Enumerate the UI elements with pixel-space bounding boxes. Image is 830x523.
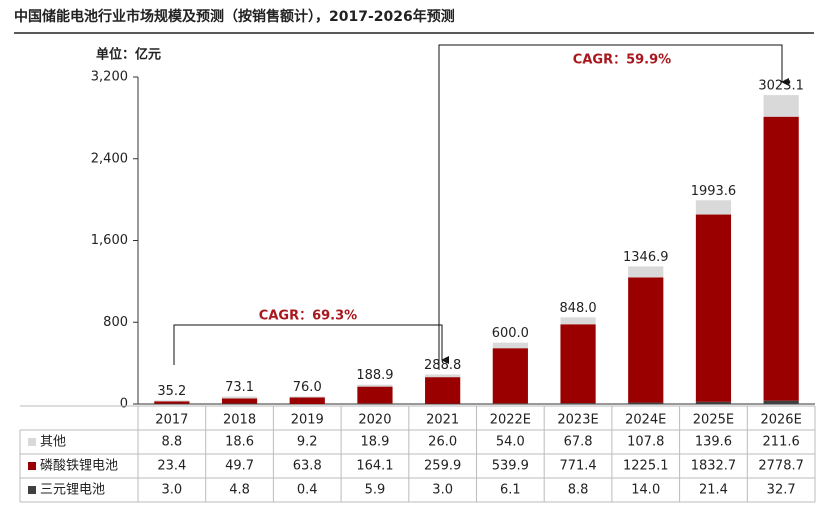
table-cell: 8.8 bbox=[162, 435, 183, 450]
bar-segment bbox=[628, 277, 664, 403]
annotation: CAGR：69.3% bbox=[259, 309, 357, 324]
table-cell: 26.0 bbox=[428, 435, 457, 450]
legend-swatch bbox=[28, 486, 36, 494]
table-cell: 8.8 bbox=[568, 483, 589, 498]
bar-segment bbox=[763, 116, 799, 401]
bar-segment bbox=[628, 266, 664, 278]
table-cell: 67.8 bbox=[564, 435, 593, 450]
cagr-arrow bbox=[438, 44, 789, 370]
total-label: 1993.6 bbox=[691, 184, 737, 199]
total-label: 1346.9 bbox=[623, 250, 669, 265]
x-tick-label: 2025E bbox=[693, 413, 734, 428]
bar-segment bbox=[763, 400, 799, 404]
table-cell: 54.0 bbox=[496, 435, 525, 450]
table-cell: 771.4 bbox=[559, 459, 596, 474]
bar-segment bbox=[154, 401, 190, 404]
annotation: CAGR：59.9% bbox=[573, 53, 671, 68]
y-tick-label: 1,600 bbox=[91, 233, 128, 248]
table-cell: 164.1 bbox=[356, 459, 393, 474]
unit-label: 单位：亿元 bbox=[96, 47, 161, 63]
table-cell: 3.0 bbox=[162, 483, 183, 498]
total-label: 188.9 bbox=[356, 368, 393, 383]
table-cell: 139.6 bbox=[695, 435, 732, 450]
table-cell: 6.1 bbox=[500, 483, 521, 498]
table-cell: 23.4 bbox=[157, 459, 186, 474]
y-tick-label: 800 bbox=[103, 315, 128, 330]
legend-label: 磷酸铁锂电池 bbox=[40, 459, 118, 474]
legend-swatch bbox=[28, 462, 36, 470]
bar-segment bbox=[289, 396, 325, 398]
table-cell: 14.0 bbox=[631, 483, 660, 498]
bar-segment bbox=[357, 384, 393, 387]
table-cell: 539.9 bbox=[492, 459, 529, 474]
table-cell: 0.4 bbox=[297, 483, 318, 498]
total-label: 35.2 bbox=[157, 384, 186, 399]
total-label: 73.1 bbox=[225, 380, 254, 395]
bar-segment bbox=[695, 200, 732, 215]
bar-segment bbox=[492, 348, 528, 404]
table-cell: 211.6 bbox=[763, 435, 800, 450]
table-cell: 21.4 bbox=[699, 483, 728, 498]
bar-segment bbox=[560, 324, 596, 404]
y-tick-label: 2,400 bbox=[91, 151, 128, 166]
x-tick-label: 2020 bbox=[358, 413, 391, 428]
total-label: 76.0 bbox=[293, 380, 322, 395]
x-tick-label: 2019 bbox=[291, 413, 324, 428]
table-cell: 32.7 bbox=[767, 483, 796, 498]
bar-segment bbox=[763, 95, 799, 117]
table-cell: 1225.1 bbox=[623, 459, 669, 474]
table-cell: 49.7 bbox=[225, 459, 254, 474]
bar-segment bbox=[695, 401, 732, 404]
bar-segment bbox=[695, 214, 732, 402]
bar-segment bbox=[357, 403, 393, 404]
x-tick-label: 2024E bbox=[625, 413, 666, 428]
bar-segment bbox=[289, 397, 325, 404]
x-tick-label: 2021 bbox=[426, 413, 459, 428]
x-tick-label: 2018 bbox=[223, 413, 256, 428]
table-cell: 107.8 bbox=[627, 435, 664, 450]
bar-segment bbox=[560, 403, 596, 404]
bar-segment bbox=[154, 400, 190, 402]
bar-segment bbox=[425, 374, 461, 378]
bar-segment bbox=[492, 342, 528, 349]
legend-swatch bbox=[28, 438, 36, 446]
y-tick-label: 0 bbox=[120, 397, 128, 412]
table-cell: 9.2 bbox=[297, 435, 318, 450]
legend-label: 其他 bbox=[40, 435, 66, 450]
table-cell: 3.0 bbox=[432, 483, 453, 498]
chart-title: 中国储能电池行业市场规模及预测（按销售额计），2017-2026年预测 bbox=[14, 8, 455, 25]
table-cell: 259.9 bbox=[424, 459, 461, 474]
table-cell: 2778.7 bbox=[758, 459, 804, 474]
bar-segment bbox=[560, 317, 596, 325]
table-cell: 5.9 bbox=[365, 483, 386, 498]
bar-segment bbox=[628, 402, 664, 404]
bar-segment bbox=[357, 386, 393, 404]
table-cell: 18.9 bbox=[360, 435, 389, 450]
total-label: 288.8 bbox=[424, 358, 461, 373]
legend-label: 三元锂电池 bbox=[40, 483, 105, 498]
bar-segment bbox=[221, 396, 258, 399]
x-tick-label: 2022E bbox=[490, 413, 531, 428]
total-label: 848.0 bbox=[559, 301, 596, 316]
table-cell: 1832.7 bbox=[691, 459, 737, 474]
cagr-arrow bbox=[173, 324, 449, 365]
y-tick-label: 3,200 bbox=[91, 70, 128, 85]
table-cell: 18.6 bbox=[225, 435, 254, 450]
x-tick-label: 2023E bbox=[557, 413, 598, 428]
bar-segment bbox=[221, 398, 258, 404]
x-tick-label: 2017 bbox=[155, 413, 188, 428]
bar-segment bbox=[492, 403, 528, 404]
total-label: 600.0 bbox=[492, 326, 529, 341]
table-cell: 4.8 bbox=[229, 483, 250, 498]
bar-segment bbox=[425, 377, 461, 404]
x-tick-label: 2026E bbox=[760, 413, 801, 428]
table-cell: 63.8 bbox=[293, 459, 322, 474]
total-label: 3023.1 bbox=[758, 79, 804, 94]
